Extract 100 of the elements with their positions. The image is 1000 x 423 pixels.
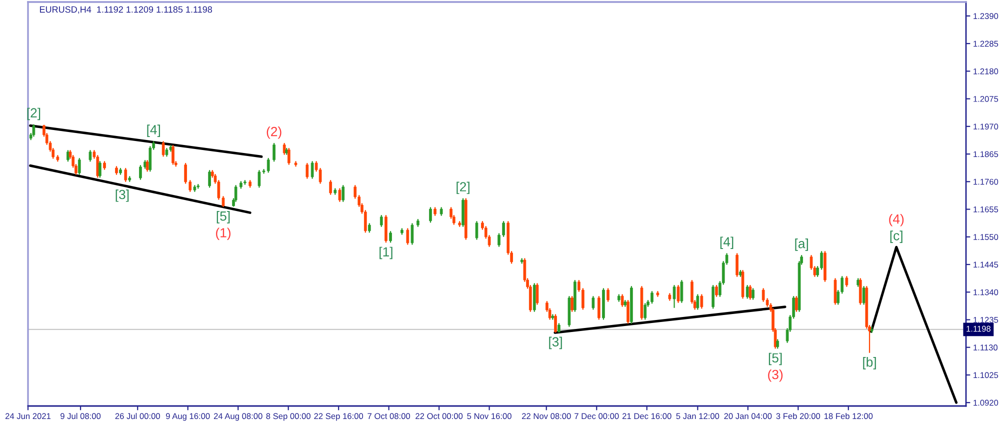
candlestick <box>306 162 309 180</box>
x-tick-label: 9 Aug 16:00 <box>166 413 210 421</box>
candlestick <box>272 142 276 162</box>
candlestick <box>329 180 332 196</box>
x-tick-label: 21 Dec 16:00 <box>622 413 672 420</box>
candlestick <box>845 276 848 288</box>
candlestick <box>124 167 128 182</box>
x-tick-label: 9 Jul 08:00 <box>60 412 101 420</box>
annotation: [3] <box>116 189 129 202</box>
x-tick-label: 3 Feb 20:00 <box>776 412 820 420</box>
y-tick-label: 1.1865 <box>974 151 998 158</box>
annotation: [c] <box>890 230 902 243</box>
candlestick <box>380 214 383 228</box>
ref-line-label: 1.1198 <box>966 326 991 332</box>
candlestick <box>234 184 238 202</box>
candlestick <box>554 314 557 334</box>
candlestick <box>598 296 600 320</box>
chart-title: EURUSD,H4 1.1192 1.1209 1.1185 1.1198 <box>40 6 212 14</box>
y-tick-label: 1.2075 <box>974 96 998 102</box>
annotation: [1] <box>380 246 392 260</box>
x-tick-label: 7 Oct 08:00 <box>368 413 410 420</box>
x-tick-label: 22 Oct 00:00 <box>416 413 463 420</box>
annotation: (4) <box>889 214 904 226</box>
annotation: [2] <box>27 108 40 120</box>
candlestick <box>429 206 432 224</box>
y-tick-label: 1.0920 <box>974 400 998 406</box>
candlestick <box>162 140 165 158</box>
candlestick <box>762 288 765 302</box>
candlestick <box>834 278 837 306</box>
y-tick-label: 1.1025 <box>974 372 998 378</box>
candlestick <box>748 284 752 300</box>
annotation: (2) <box>266 126 282 139</box>
candlestick <box>368 222 371 234</box>
candlestick <box>746 284 749 300</box>
candlestick <box>672 284 676 308</box>
annotation: (1) <box>216 228 230 240</box>
candlestick <box>139 164 142 180</box>
annotation: [4] <box>720 236 734 250</box>
y-tick-label: 1.1970 <box>974 124 998 130</box>
annotation: [2] <box>456 182 470 194</box>
y-tick-label: 1.1550 <box>974 234 998 240</box>
x-tick-label: 7 Dec 00:00 <box>574 413 619 420</box>
x-tick-label: 24 Aug 08:00 <box>214 413 262 421</box>
candlestick <box>862 286 866 306</box>
candlestick <box>208 170 211 188</box>
x-tick-label: 8 Sep 00:00 <box>266 413 310 421</box>
candlestick <box>644 302 647 320</box>
candlestick <box>146 160 149 172</box>
candlestick <box>406 228 410 246</box>
y-tick-label: 1.1130 <box>974 344 998 350</box>
candlestick <box>338 188 342 202</box>
x-tick-label: 24 Jun 2021 <box>5 413 51 420</box>
y-tick-label: 1.1235 <box>974 316 998 323</box>
y-tick-label: 1.1655 <box>974 206 998 212</box>
candlestick <box>620 294 624 308</box>
y-tick-label: 1.2285 <box>974 40 998 47</box>
candlestick <box>752 288 754 300</box>
candlestick <box>282 142 286 156</box>
x-tick-label: 26 Jul 00:00 <box>115 412 160 420</box>
candlestick <box>475 220 478 240</box>
annotation: [b] <box>863 357 876 370</box>
x-tick-label: 20 Jan 04:00 <box>724 413 772 420</box>
candlestick <box>592 296 595 310</box>
candlestick <box>266 157 270 174</box>
candlestick <box>310 160 314 180</box>
candlestick <box>700 294 704 310</box>
x-tick-label: 5 Jan 12:00 <box>676 413 720 420</box>
candlestick <box>342 184 345 202</box>
x-tick-label: 18 Feb 12:00 <box>824 412 873 420</box>
y-tick-label: 1.1340 <box>974 289 998 296</box>
candlestick <box>696 294 700 310</box>
candlestick <box>626 299 630 324</box>
candlestick <box>795 296 798 312</box>
y-tick-label: 1.2390 <box>974 13 998 20</box>
annotation: (3) <box>768 369 783 382</box>
candlestick <box>88 150 92 162</box>
annotation: [5] <box>216 211 230 224</box>
x-tick-label: 5 Nov 16:00 <box>467 413 512 420</box>
candlestick <box>712 284 714 310</box>
candlestick <box>680 279 684 304</box>
candlestick <box>98 160 102 178</box>
candlestick <box>558 322 560 334</box>
candlestick <box>650 290 654 304</box>
candlestick <box>258 170 261 188</box>
candlestick <box>536 282 539 306</box>
candlestick <box>776 338 780 350</box>
candlestick <box>410 222 414 246</box>
candlestick <box>676 284 680 304</box>
candlestick <box>78 157 81 176</box>
candlestick <box>570 296 574 312</box>
y-tick-label: 1.1760 <box>974 178 998 185</box>
candlestick <box>389 230 392 244</box>
candlestick <box>606 288 610 302</box>
x-tick-label: 22 Nov 08:00 <box>522 413 571 420</box>
annotation: [a] <box>795 238 808 251</box>
candlestick <box>736 252 738 278</box>
candlestick <box>172 144 174 166</box>
x-tick-label: 22 Sep 16:00 <box>314 413 364 421</box>
candlestick <box>32 124 36 138</box>
annotation: [4] <box>147 124 160 137</box>
